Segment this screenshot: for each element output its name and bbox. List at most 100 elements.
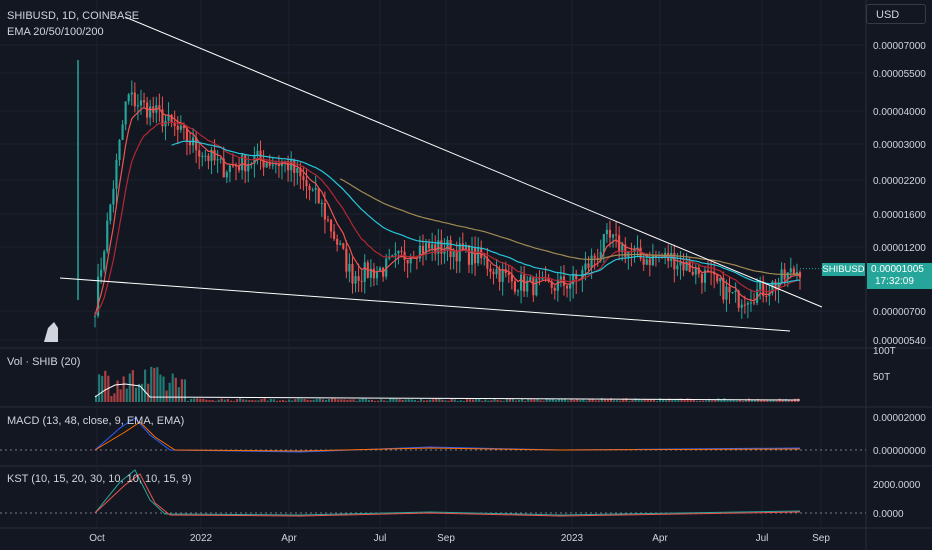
candle-body <box>642 258 645 265</box>
volume-bar <box>714 399 717 402</box>
macd-signal-line <box>94 421 801 452</box>
volume-bar <box>548 398 551 402</box>
volume-bar <box>251 400 254 402</box>
volume-bar <box>646 399 649 402</box>
volume-pane-label[interactable]: Vol · SHIB (20) <box>7 356 81 368</box>
volume-axis-tick: 100T <box>873 346 896 357</box>
candle-body <box>556 280 559 291</box>
candle-body <box>455 250 458 262</box>
volume-bar <box>248 400 251 402</box>
candle-body <box>759 281 762 290</box>
volume-bar <box>349 399 352 402</box>
volume-bar <box>689 398 692 402</box>
volume-bar <box>754 399 757 402</box>
volume-bar <box>444 400 447 402</box>
volume-bar <box>416 400 419 402</box>
volume-bar <box>781 399 784 402</box>
volume-bar <box>245 399 248 402</box>
volume-bar <box>199 398 202 402</box>
volume-bar <box>766 399 769 402</box>
volume-bar <box>401 399 404 402</box>
candle-body <box>363 262 366 282</box>
candle-body <box>633 249 636 252</box>
volume-bar <box>741 400 744 402</box>
candle-body <box>624 244 627 258</box>
time-axis-tick: Jul <box>756 533 769 544</box>
volume-bar <box>711 400 714 402</box>
volume-axis-tick: 50T <box>873 372 890 383</box>
candle-body <box>228 165 231 173</box>
candle-body <box>467 245 471 265</box>
volume-bar <box>790 399 793 402</box>
volume-bar <box>373 400 377 402</box>
candle-body <box>339 243 342 245</box>
candle-body <box>268 162 271 166</box>
volume-bar <box>297 398 300 402</box>
candle-body <box>124 101 127 125</box>
volume-bar <box>242 399 245 402</box>
volume-bar <box>695 400 698 402</box>
candle-body <box>388 257 391 259</box>
volume-bar <box>239 398 242 402</box>
candle-body <box>136 105 139 107</box>
candle-body <box>375 271 379 279</box>
volume-bar <box>131 370 134 402</box>
volume-bar <box>260 399 263 402</box>
volume-bar <box>717 398 720 402</box>
candle-body <box>752 302 756 304</box>
candle-body <box>587 263 590 268</box>
candle-body <box>296 168 299 173</box>
candle-body <box>394 253 397 256</box>
volume-bar <box>576 398 579 402</box>
ema-legend-label[interactable]: EMA 20/50/100/200 <box>7 26 104 38</box>
ema100-line <box>171 140 801 285</box>
volume-bar <box>524 400 527 402</box>
candle-body <box>538 278 541 280</box>
candle-body <box>385 258 388 277</box>
price-axis-tick: 0.00005500 <box>873 69 926 80</box>
volume-bar <box>757 399 760 402</box>
volume-bar <box>468 399 472 402</box>
volume-bar <box>508 398 511 402</box>
time-axis-tick: Jul <box>374 533 387 544</box>
candle-body <box>247 164 250 172</box>
volume-bar <box>432 399 435 402</box>
volume-bar <box>600 398 603 402</box>
volume-bar <box>609 398 613 402</box>
candle-body <box>326 219 330 221</box>
candle-body <box>510 274 513 282</box>
time-axis-tick: Oct <box>89 533 105 544</box>
volume-bar <box>352 399 355 402</box>
volume-bar <box>435 398 438 402</box>
candle-body <box>173 122 176 126</box>
candle-body <box>179 125 182 130</box>
volume-bar <box>760 399 763 402</box>
volume-bar <box>392 398 395 402</box>
candle-body <box>731 292 734 294</box>
volume-bar <box>303 398 306 402</box>
macd-pane-label[interactable]: MACD (13, 48, close, 9, EMA, EMA) <box>7 415 185 427</box>
volume-bar <box>300 398 303 402</box>
symbol-label[interactable]: SHIBUSD, 1D, COINBASE <box>7 10 140 22</box>
currency-selector[interactable]: USD <box>866 4 926 24</box>
volume-bar <box>254 400 257 402</box>
volume-bar <box>554 400 557 402</box>
volume-bar <box>521 399 524 402</box>
volume-bar <box>582 398 585 402</box>
candle-body <box>222 158 225 178</box>
time-axis-tick: Apr <box>281 533 297 544</box>
kst-pane-label[interactable]: KST (10, 15, 20, 30, 10, 10, 10, 15, 9) <box>7 473 192 485</box>
candle-body <box>756 289 759 303</box>
candle-body <box>673 252 676 270</box>
candle-body <box>418 245 421 259</box>
volume-bar <box>594 400 597 402</box>
volume-bar <box>662 399 665 402</box>
bar-countdown: 17:32:09 <box>875 276 914 287</box>
volume-bar <box>744 399 747 402</box>
volume-bar <box>236 399 239 402</box>
volume-bar <box>475 398 478 402</box>
candle-body <box>501 269 504 282</box>
candle-body <box>182 125 185 129</box>
candle-body <box>133 92 136 107</box>
